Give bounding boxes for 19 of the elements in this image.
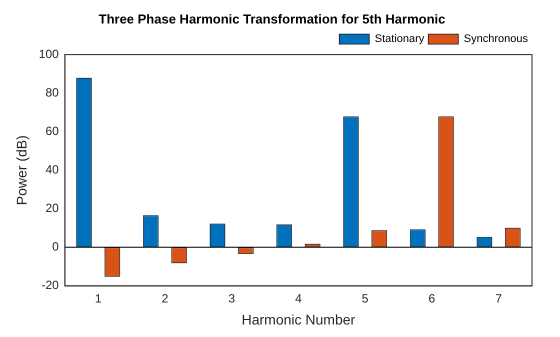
legend-label: Synchronous bbox=[464, 33, 528, 46]
legend-label: Stationary bbox=[374, 33, 425, 46]
x-tick-label: 7 bbox=[495, 291, 502, 306]
y-axis-title: Power (dB) bbox=[13, 135, 30, 206]
y-tick-label: 100 bbox=[38, 46, 60, 61]
y-tick-label: 20 bbox=[45, 201, 60, 216]
y-tick-label: -20 bbox=[41, 278, 60, 292]
y-tick-label: 40 bbox=[45, 162, 60, 177]
x-axis-title: Harmonic Number bbox=[242, 311, 356, 328]
x-tick-label: 4 bbox=[295, 291, 302, 306]
y-tick-label: 80 bbox=[45, 85, 60, 100]
y-tick-label: 60 bbox=[45, 124, 60, 138]
chart-title: Three Phase Harmonic Transformation for 5th Harmonic bbox=[98, 11, 446, 26]
x-tick-label: 1 bbox=[94, 291, 102, 306]
x-tick-label: 6 bbox=[428, 291, 436, 306]
y-tick-label: 0 bbox=[52, 240, 60, 254]
x-tick-label: 5 bbox=[362, 291, 369, 306]
x-tick-label: 2 bbox=[162, 291, 169, 306]
x-tick-label: 3 bbox=[228, 291, 236, 306]
